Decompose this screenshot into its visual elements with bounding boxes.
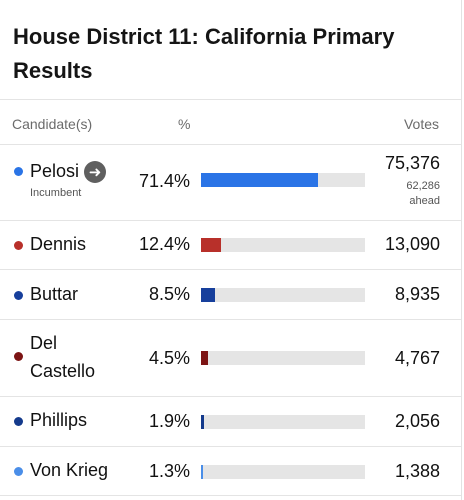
candidate-votes: 13,090 <box>384 234 440 254</box>
lead-label: ahead <box>409 195 440 207</box>
column-header-percent: % <box>178 116 191 132</box>
candidate-votes: 4,767 <box>394 348 440 368</box>
candidate-votes: 75,376 <box>384 153 440 173</box>
divider <box>0 396 461 397</box>
candidate-percent: 1.9% <box>148 411 190 431</box>
party-dot <box>14 352 23 361</box>
arrow-right-icon[interactable]: ➜ <box>84 161 106 183</box>
divider <box>0 495 461 496</box>
party-dot <box>14 167 23 176</box>
candidate-row-del-castello: Del Castello 4.5% 4,767 <box>0 320 462 396</box>
candidate-row-pelosi: Pelosi ➜ Incumbent 71.4% 75,376 62,286 a… <box>0 145 462 220</box>
column-header-votes: Votes <box>403 116 439 132</box>
vote-bar-fill <box>201 415 205 429</box>
lead-votes: 62,286 <box>406 180 440 192</box>
candidate-name: Phillips <box>30 410 88 430</box>
party-dot <box>14 467 23 476</box>
vote-bar-track <box>201 415 365 429</box>
page-title: House District 11: California Primary Re… <box>13 24 395 83</box>
candidate-row-buttar: Buttar 8.5% 8,935 <box>0 270 462 319</box>
candidate-row-phillips: Phillips 1.9% 2,056 <box>0 397 462 446</box>
candidate-name-line1: Del <box>30 333 58 353</box>
vote-bar-fill <box>201 173 319 187</box>
vote-bar-track <box>201 465 365 479</box>
candidate-name: Dennis <box>30 234 87 254</box>
candidate-name: Von Krieg <box>30 460 109 480</box>
vote-bar-track <box>201 351 365 365</box>
incumbent-label: Incumbent <box>30 187 82 199</box>
divider <box>0 319 461 320</box>
divider <box>0 99 461 100</box>
candidate-votes: 2,056 <box>394 411 440 431</box>
vote-bar-fill <box>201 351 209 365</box>
candidate-name: Buttar <box>30 284 79 304</box>
vote-bar-track <box>201 238 365 252</box>
candidate-percent: 4.5% <box>148 348 190 368</box>
vote-bar-track <box>201 173 365 187</box>
candidate-name: Pelosi <box>30 161 80 181</box>
candidate-percent: 71.4% <box>138 171 190 191</box>
divider <box>0 220 461 221</box>
vote-bar-track <box>201 288 365 302</box>
divider <box>0 446 461 447</box>
party-dot <box>14 417 23 426</box>
candidate-row-von-krieg: Von Krieg 1.3% 1,388 <box>0 447 462 495</box>
vote-bar-fill <box>201 238 222 252</box>
column-header-candidates: Candidate(s) <box>12 116 93 132</box>
candidate-percent: 8.5% <box>148 284 190 304</box>
candidate-percent: 1.3% <box>148 461 190 481</box>
divider <box>0 144 461 145</box>
divider <box>0 269 461 270</box>
vote-bar-fill <box>201 288 215 302</box>
candidate-row-dennis: Dennis 12.4% 13,090 <box>0 221 462 269</box>
party-dot <box>14 241 23 250</box>
candidate-percent: 12.4% <box>138 234 190 254</box>
candidate-votes: 1,388 <box>394 461 440 481</box>
candidate-votes: 8,935 <box>394 284 440 304</box>
party-dot <box>14 291 23 300</box>
vote-bar-fill <box>201 465 204 479</box>
candidate-name-line2: Castello <box>30 361 96 381</box>
